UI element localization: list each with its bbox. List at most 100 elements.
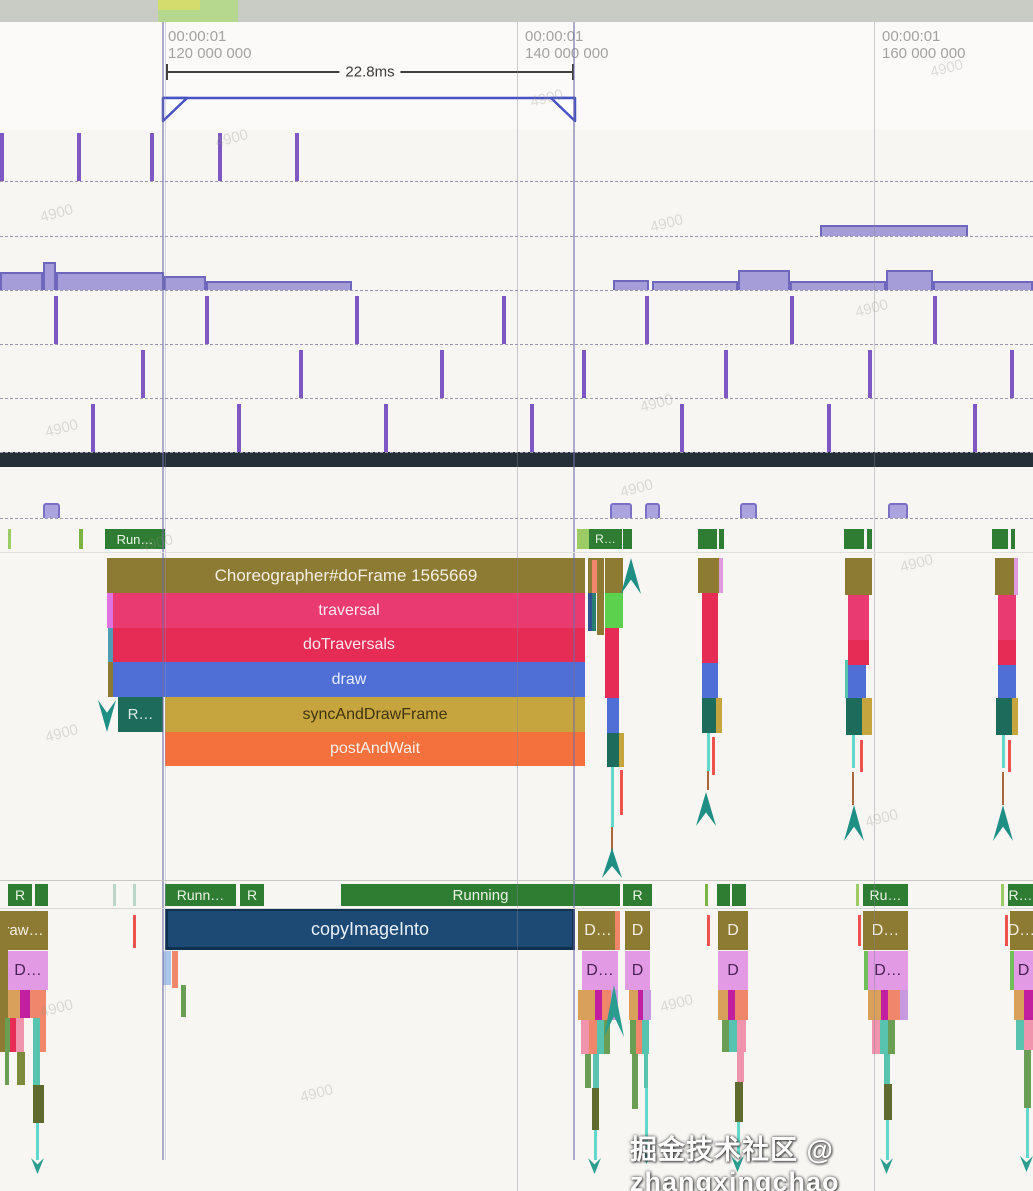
counter-block[interactable] (610, 503, 632, 518)
trace-slice[interactable] (1010, 951, 1014, 990)
trace-slice[interactable] (846, 698, 862, 735)
counter-step[interactable] (886, 270, 933, 290)
counter-step[interactable] (933, 281, 1033, 290)
thread-state-slice[interactable]: R (8, 884, 32, 906)
stack-slice[interactable] (592, 1088, 599, 1130)
stack-slice[interactable] (33, 1018, 40, 1052)
stack-slice[interactable] (888, 1020, 895, 1054)
counter-step[interactable] (43, 262, 56, 290)
stack-slice[interactable] (585, 1054, 591, 1088)
counter-step[interactable] (652, 281, 738, 290)
trace-slice[interactable] (848, 595, 869, 640)
trace-slice[interactable] (864, 951, 868, 990)
thread-state-slice[interactable] (705, 884, 708, 906)
thread-state-slice[interactable] (623, 529, 632, 549)
counter-block[interactable] (888, 503, 908, 518)
trace-slice[interactable] (702, 593, 718, 663)
thread-state-slice[interactable] (719, 529, 724, 549)
stack-slice[interactable] (595, 990, 602, 1020)
counter-step[interactable] (613, 280, 649, 290)
stack-slice[interactable] (737, 1122, 740, 1158)
trace-slice[interactable] (1005, 915, 1008, 946)
counter-tick[interactable] (77, 133, 81, 181)
stack-slice[interactable] (30, 990, 46, 1018)
trace-slice[interactable] (848, 640, 869, 665)
trace-slice[interactable]: D… (863, 911, 908, 950)
counter-tick[interactable] (205, 296, 209, 344)
trace-slice[interactable]: R… (118, 697, 163, 732)
trace-slice[interactable]: D (625, 911, 650, 950)
stack-slice[interactable] (20, 990, 30, 1018)
trace-slice[interactable] (605, 628, 619, 698)
thread-state-slice[interactable] (1001, 884, 1004, 906)
counter-step[interactable] (206, 281, 352, 290)
trace-slice[interactable] (181, 985, 186, 1017)
counter-tick[interactable] (295, 133, 299, 181)
counter-step[interactable] (164, 276, 206, 290)
stack-slice[interactable] (642, 1020, 649, 1054)
stack-slice[interactable] (900, 990, 908, 1020)
trace-slice[interactable] (998, 665, 1016, 698)
stack-slice[interactable] (888, 990, 900, 1020)
trace-slice[interactable] (107, 593, 113, 628)
counter-tick[interactable] (150, 133, 154, 181)
trace-slice[interactable]: D… (582, 951, 618, 990)
trace-slice[interactable] (719, 558, 723, 593)
trace-slice[interactable] (172, 951, 178, 988)
stack-slice[interactable] (868, 990, 881, 1020)
counter-tick[interactable] (582, 350, 586, 398)
thread-state-slice[interactable] (133, 884, 136, 906)
trace-slice[interactable] (133, 915, 136, 948)
stack-slice[interactable] (718, 990, 728, 1020)
counter-block[interactable] (43, 503, 60, 518)
stack-slice[interactable] (5, 1052, 9, 1085)
counter-step[interactable] (790, 281, 886, 290)
thread-state-slice[interactable]: Ru… (863, 884, 908, 906)
counter-tick[interactable] (141, 350, 145, 398)
stack-slice[interactable] (33, 1052, 40, 1085)
stack-slice[interactable] (632, 1054, 638, 1109)
thread-state-slice[interactable] (698, 529, 717, 549)
stack-slice[interactable] (880, 1020, 888, 1054)
trace-slice[interactable] (607, 733, 619, 767)
counter-tick[interactable] (218, 133, 222, 181)
trace-slice[interactable]: D… (8, 951, 48, 990)
counter-tick[interactable] (237, 404, 241, 452)
counter-step[interactable] (738, 270, 790, 290)
trace-slice[interactable] (108, 662, 113, 697)
trace-slice[interactable] (858, 915, 861, 946)
stack-slice[interactable] (729, 1020, 737, 1052)
stack-slice[interactable] (881, 990, 888, 1020)
stack-slice[interactable] (884, 1084, 892, 1120)
stack-slice[interactable] (735, 1082, 743, 1122)
trace-slice[interactable]: doTraversals (113, 628, 585, 662)
stack-slice[interactable] (1016, 1020, 1024, 1050)
stack-slice[interactable] (1014, 990, 1024, 1020)
thread-state-slice[interactable] (717, 884, 730, 906)
stack-slice[interactable] (643, 990, 651, 1020)
stack-slice[interactable] (578, 990, 595, 1020)
trace-slice[interactable] (845, 558, 872, 595)
thread-state-slice[interactable]: Run… (105, 529, 165, 549)
stack-slice[interactable] (594, 1130, 597, 1160)
stack-slice[interactable] (638, 990, 643, 1020)
stack-slice[interactable] (597, 1020, 604, 1054)
trace-slice[interactable]: Choreographer#doFrame 1565669 (107, 558, 585, 593)
counter-tick[interactable] (384, 404, 388, 452)
trace-slice[interactable]: draw (113, 662, 585, 697)
counter-tick[interactable] (724, 350, 728, 398)
trace-slice[interactable] (1012, 698, 1018, 735)
stack-slice[interactable] (884, 1054, 890, 1084)
stack-slice[interactable] (728, 990, 735, 1020)
trace-slice[interactable] (698, 558, 723, 593)
trace-slice[interactable]: raw… (0, 911, 48, 950)
thread-state-slice[interactable]: R (623, 884, 652, 906)
thread-state-slice[interactable] (992, 529, 1008, 549)
counter-tick[interactable] (355, 296, 359, 344)
stack-slice[interactable] (886, 1120, 889, 1160)
counter-step[interactable] (820, 225, 968, 236)
counter-step[interactable] (0, 272, 43, 290)
trace-slice[interactable] (163, 951, 171, 985)
counter-tick[interactable] (0, 133, 4, 181)
stack-slice[interactable] (0, 911, 8, 1052)
